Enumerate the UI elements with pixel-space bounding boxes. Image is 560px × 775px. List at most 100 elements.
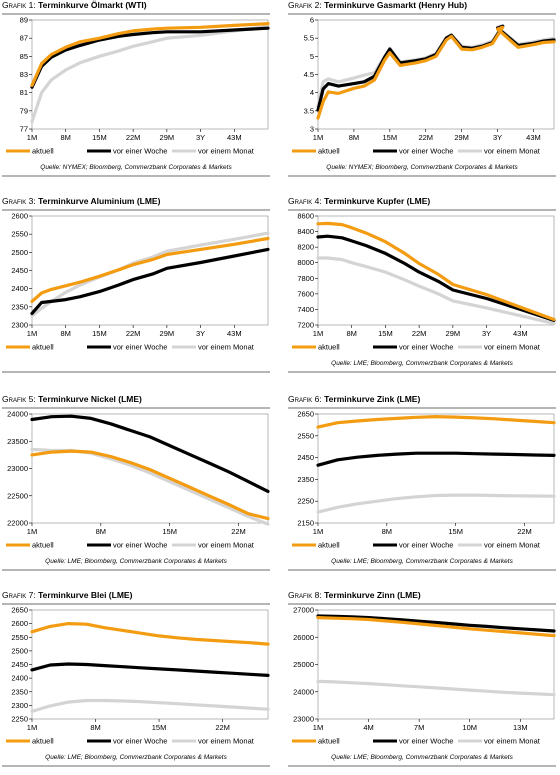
series-line-vor-einer-woche (316, 234, 556, 322)
x-tick-label: 1M (313, 133, 323, 142)
title-rule (2, 13, 270, 15)
chart-panel-aluminium: Grafik 3: Terminkurve Aluminium (LME) 23… (2, 196, 270, 381)
x-tick-label: 1M (313, 329, 323, 338)
chart-panel-blei: Grafik 7: Terminkurve Blei (LME) 2250 230… (2, 590, 270, 775)
bottom-rule (2, 371, 270, 373)
bottom-rule (288, 371, 556, 373)
series-line-aktuell (30, 236, 270, 304)
chart-panel-zink: Grafik 6: Terminkurve Zink (LME) 2150 225… (288, 394, 556, 579)
legend-label: vor einem Monat (198, 737, 255, 746)
y-tick-label: 27000 (293, 606, 314, 615)
plot-frame (317, 413, 555, 524)
chart-number: Grafik 1: (2, 0, 36, 10)
y-tick-label: 2600 (11, 619, 28, 628)
chart-panel-zinn: Grafik 8: Terminkurve Zinn (LME) 23000 24… (288, 590, 556, 775)
chart-title-text: Terminkurve Kupfer (LME) (324, 196, 431, 206)
x-tick-label: 1M (27, 329, 37, 338)
series-line-aktuell (316, 616, 556, 638)
x-tick-label: 22M (231, 527, 246, 536)
y-tick-label: 2350 (297, 475, 314, 484)
y-tick-label: 7400 (297, 305, 314, 314)
title-rule (2, 603, 270, 605)
legend-label: vor einer Woche (113, 147, 167, 156)
legend-label: vor einem Monat (198, 541, 255, 550)
chart-title: Grafik 1: Terminkurve Ölmarkt (WTI) (2, 0, 270, 12)
chart-zink: 2150 2250 2350 2450 2550 2650 1M 8M 15M 22M aktuel… (292, 410, 556, 550)
y-tick-label: 2250 (297, 497, 314, 506)
y-tick-label: 89 (20, 16, 28, 25)
x-tick-label: 1M (313, 723, 323, 732)
series-line-vor-einem-monat (30, 698, 270, 714)
chart-panel-kupfer: Grafik 4: Terminkurve Kupfer (LME) 7200 7… (288, 196, 556, 381)
series-line-aktuell (30, 622, 270, 646)
chart-source: Quelle: LME; Bloomberg, Commerzbank Corp… (45, 754, 227, 761)
x-tick-label: 13M (513, 723, 528, 732)
x-tick-label: 15M (92, 133, 107, 142)
y-tick-label: 22000 (7, 519, 28, 528)
y-tick-label: 3.5 (304, 106, 314, 115)
series-line-aktuell (316, 25, 556, 120)
x-tick-label: 29M (454, 133, 469, 142)
chart-number: Grafik 5: (2, 394, 36, 404)
chart-title: Grafik 4: Terminkurve Kupfer (LME) (288, 196, 556, 208)
legend-label: vor einem Monat (484, 541, 541, 550)
y-tick-label: 5.5 (304, 34, 314, 43)
y-tick-label: 2350 (11, 687, 28, 696)
y-tick-label: 23000 (7, 464, 28, 473)
y-tick-label: 2150 (297, 519, 314, 528)
series-line-vor-einer-woche (316, 451, 556, 467)
x-tick-label: 3Y (482, 329, 491, 338)
chart-title-text: Terminkurve Ölmarkt (WTI) (38, 0, 147, 10)
x-tick-label: 8M (96, 527, 106, 536)
x-tick-label: 3Y (196, 133, 205, 142)
chart-number: Grafik 2: (288, 0, 322, 10)
series-line-vor-einem-monat (316, 256, 556, 326)
y-tick-label: 2550 (11, 230, 28, 239)
x-tick-label: 15M (383, 133, 398, 142)
y-tick-label: 2500 (11, 646, 28, 655)
x-tick-label: 29M (160, 329, 175, 338)
series-line-vor-einer-woche (316, 24, 556, 112)
series-line-vor-einem-monat (30, 447, 270, 526)
y-tick-label: 2300 (11, 701, 28, 710)
chart-number: Grafik 6: (288, 394, 322, 404)
chart-number: Grafik 7: (2, 590, 36, 600)
x-tick-label: 1M (27, 527, 37, 536)
x-tick-label: 29M (446, 329, 461, 338)
plot-frame (31, 215, 269, 326)
x-tick-label: 22M (418, 133, 433, 142)
chart-source: Quelle: NYMEX; Bloomberg, Commerzbank Co… (40, 164, 232, 171)
series-line-aktuell (30, 21, 270, 88)
x-tick-label: 43M (526, 133, 541, 142)
y-tick-label: 5 (310, 52, 314, 61)
legend-label: aktuell (318, 737, 340, 746)
y-tick-label: 22500 (7, 491, 28, 500)
series-line-vor-einer-woche (30, 26, 270, 89)
y-tick-label: 24000 (293, 687, 314, 696)
bottom-rule (288, 569, 556, 571)
plot-frame (317, 215, 555, 326)
series-line-aktuell (30, 449, 270, 521)
legend-label: vor einem Monat (484, 737, 541, 746)
chart-title-text: Terminkurve Gasmarkt (Henry Hub) (324, 0, 468, 10)
chart-source: Quelle: NYMEX; Bloomberg, Commerzbank Co… (326, 164, 518, 171)
x-tick-label: 1M (313, 527, 323, 536)
x-tick-label: 8M (347, 329, 357, 338)
y-tick-label: 4.5 (304, 70, 314, 79)
x-tick-label: 15M (92, 329, 107, 338)
legend-label: vor einer Woche (113, 343, 167, 352)
legend-label: aktuell (32, 541, 54, 550)
plot-frame (317, 19, 555, 130)
y-tick-label: 8400 (297, 227, 314, 236)
y-tick-label: 7800 (297, 274, 314, 283)
chart-panel-nickel: Grafik 5: Terminkurve Nickel (LME) 22000… (2, 394, 270, 579)
chart-number: Grafik 3: (2, 196, 36, 206)
x-tick-label: 8M (61, 133, 71, 142)
x-tick-label: 8M (90, 723, 100, 732)
chart-title: Grafik 8: Terminkurve Zinn (LME) (288, 590, 556, 602)
y-tick-label: 2550 (11, 633, 28, 642)
series-line-aktuell (316, 221, 556, 322)
chart-number: Grafik 4: (288, 196, 322, 206)
legend-label: vor einer Woche (113, 541, 167, 550)
x-tick-label: 8M (382, 527, 392, 536)
